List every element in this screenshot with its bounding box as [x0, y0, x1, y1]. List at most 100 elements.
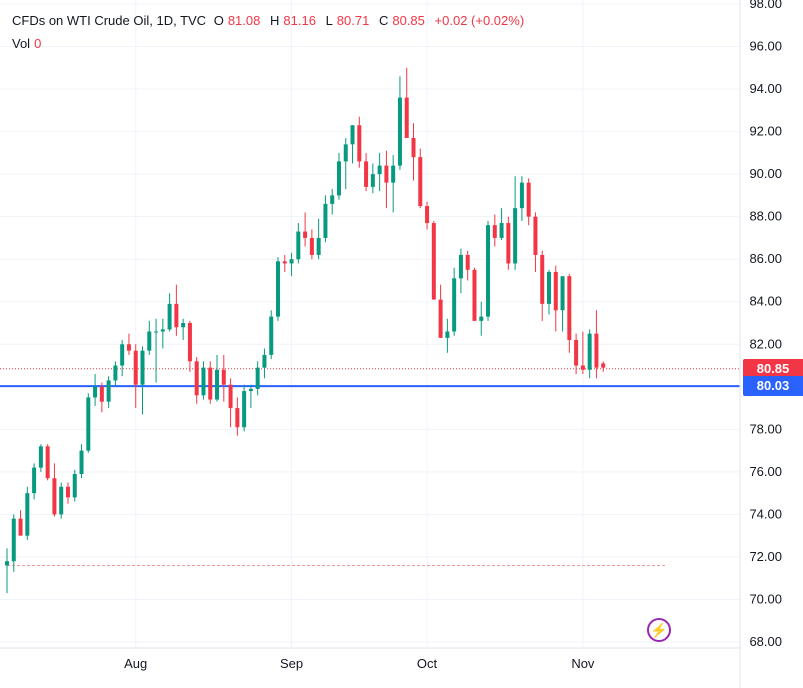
y-tick-label: 78.00 — [749, 421, 782, 436]
candle-body — [350, 125, 355, 145]
candles — [5, 67, 606, 594]
candle-body — [106, 380, 111, 402]
change-value: +0.02 (+0.02%) — [434, 13, 525, 28]
candle-body — [330, 195, 335, 204]
candle-body — [452, 278, 457, 332]
y-tick-label: 88.00 — [749, 209, 782, 224]
price-level-lines — [0, 368, 740, 566]
candle-body — [126, 344, 131, 351]
candle-body — [391, 165, 396, 183]
candle-body — [316, 237, 321, 255]
candle-body — [187, 323, 192, 362]
open-value: 81.08 — [227, 13, 261, 28]
volume-label[interactable]: Vol — [12, 36, 31, 51]
candle-body — [181, 323, 186, 328]
candle-body — [11, 518, 16, 562]
x-tick-label: Sep — [280, 656, 303, 671]
candle-body — [208, 367, 213, 400]
y-tick-label: 96.00 — [749, 39, 782, 54]
candle-body — [154, 331, 159, 333]
candle-body — [194, 361, 199, 396]
close-value: 80.85 — [392, 13, 425, 28]
candle-body — [540, 254, 545, 304]
y-tick-label: 98.00 — [749, 0, 782, 11]
candle-body — [167, 303, 172, 330]
candle-body — [262, 354, 267, 368]
price-axis[interactable]: 98.00 96.00 94.00 92.00 90.00 88.00 86.00 84.00… — [749, 0, 782, 649]
candle-body — [228, 384, 233, 409]
candle-body — [445, 331, 450, 338]
candle-body — [72, 473, 77, 498]
candle-body — [587, 333, 592, 370]
level-price-badge: 80.03 — [743, 376, 803, 397]
time-axis[interactable]: Aug Sep Oct Nov — [124, 656, 595, 671]
candle-body — [567, 276, 572, 341]
candle-body — [5, 561, 9, 566]
candle-body — [438, 299, 443, 338]
candle-body — [357, 125, 362, 162]
candle-body — [418, 157, 423, 207]
candle-body — [248, 388, 253, 392]
candle-body — [506, 223, 511, 264]
candle-body — [499, 223, 504, 238]
candle-body — [377, 165, 382, 175]
candle-body — [336, 161, 341, 196]
candle-body — [282, 261, 287, 264]
candle-body — [404, 97, 409, 138]
open-label: O — [213, 13, 224, 28]
candle-body — [221, 369, 226, 385]
candle-body — [323, 203, 328, 238]
candle-body — [431, 223, 436, 300]
low-label: L — [325, 13, 333, 28]
candle-body — [547, 271, 551, 304]
candle-body — [113, 365, 118, 381]
candle-body — [303, 231, 308, 238]
lightning-icon[interactable]: ⚡ — [647, 618, 671, 642]
candle-body — [18, 518, 23, 536]
candle-body — [140, 350, 145, 385]
candle-body — [519, 182, 524, 209]
candle-body — [52, 478, 57, 515]
close-label: C — [378, 13, 389, 28]
candle-body — [99, 386, 104, 402]
symbol-title[interactable]: CFDs on WTI Crude Oil, 1D, TVC — [12, 13, 207, 28]
y-tick-label: 70.00 — [749, 591, 782, 606]
y-tick-label: 90.00 — [749, 166, 782, 181]
candle-body — [364, 161, 369, 187]
candle-body — [59, 486, 64, 515]
y-tick-label: 82.00 — [749, 336, 782, 351]
candle-body — [38, 446, 43, 468]
grid-lines — [0, 0, 740, 648]
candle-body — [215, 369, 220, 400]
candle-body — [486, 225, 491, 317]
candle-body — [411, 137, 416, 158]
candle-body — [472, 269, 477, 321]
x-tick-label: Nov — [571, 656, 595, 671]
candle-body — [160, 329, 165, 332]
candle-body — [309, 237, 314, 255]
low-value: 80.71 — [336, 13, 370, 28]
candle-body — [289, 259, 294, 264]
candle-body — [86, 397, 91, 451]
candle-body — [370, 174, 375, 187]
volume-value: 0 — [34, 36, 42, 51]
y-tick-label: 84.00 — [749, 294, 782, 309]
candle-body — [201, 367, 206, 396]
y-tick-label: 92.00 — [749, 124, 782, 139]
candle-body — [513, 208, 518, 264]
candle-body — [479, 316, 484, 321]
y-tick-label: 68.00 — [749, 634, 782, 649]
candle-body — [397, 97, 402, 166]
candle-body — [384, 165, 389, 183]
candle-body — [32, 467, 37, 494]
y-tick-label: 86.00 — [749, 251, 782, 266]
y-tick-label: 94.00 — [749, 81, 782, 96]
candle-body — [296, 231, 301, 260]
candle-body — [255, 367, 260, 389]
candle-body — [574, 340, 579, 366]
candle-body — [458, 254, 463, 279]
candle-body — [425, 206, 430, 224]
last-price-badge: 80.85 — [743, 358, 803, 379]
